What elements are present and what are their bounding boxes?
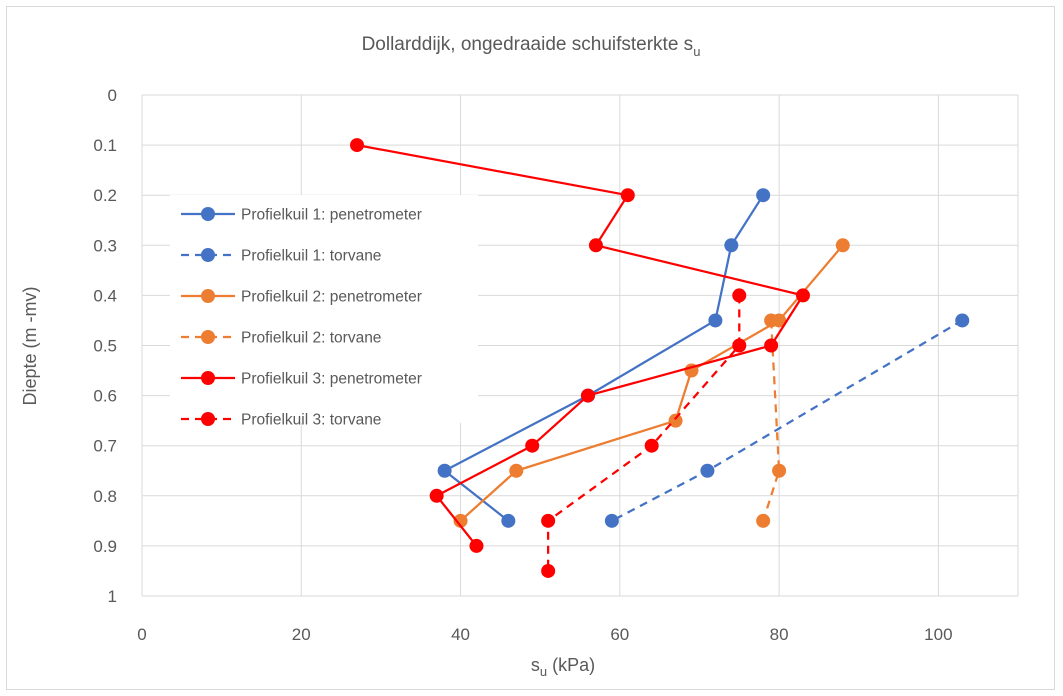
- data-point: [668, 413, 683, 428]
- y-tick-label: 0: [108, 86, 117, 105]
- legend: Profielkuil 1: penetrometer Profielkuil 1…: [170, 195, 478, 429]
- series-4: [756, 313, 787, 528]
- data-point: [756, 188, 771, 203]
- data-point: [501, 513, 516, 528]
- x-axis-title: su (kPa): [531, 655, 595, 679]
- y-tick-label: 1: [108, 587, 117, 606]
- y-tick-label: 0.9: [93, 537, 117, 556]
- legend-entry: Profielkuil 3: torvane: [181, 412, 381, 429]
- data-point: [509, 463, 524, 478]
- x-axis-ticks: 0 20 40 60 80 100: [137, 625, 952, 644]
- data-point: [429, 488, 444, 503]
- data-point: [541, 563, 556, 578]
- data-point: [756, 513, 771, 528]
- data-point: [708, 313, 723, 328]
- series-3: [453, 238, 850, 528]
- data-point: [453, 513, 468, 528]
- y-tick-label: 0.3: [93, 236, 117, 255]
- data-point: [795, 288, 810, 303]
- data-point: [764, 313, 779, 328]
- data-point: [764, 338, 779, 353]
- legend-marker: [201, 371, 215, 385]
- data-point: [732, 338, 747, 353]
- x-tick-label: 20: [292, 625, 311, 644]
- legend-entry: Profielkuil 3: penetrometer: [181, 371, 422, 388]
- series-line: [547, 295, 741, 571]
- legend-entry: Profielkuil 1: torvane: [181, 248, 381, 265]
- legend-label: Profielkuil 2: torvane: [241, 330, 381, 347]
- y-tick-label: 0.8: [93, 487, 117, 506]
- data-point: [620, 188, 635, 203]
- data-point: [732, 288, 747, 303]
- series-5: [350, 138, 810, 553]
- y-tick-label: 0.4: [93, 286, 117, 305]
- legend-background: [170, 195, 478, 423]
- y-axis-ticks: 0 0.1 0.2 0.3 0.4 0.5 0.6 0.7 0.8 0.9 1: [93, 86, 117, 606]
- series-1: [437, 188, 771, 528]
- series-line: [443, 194, 765, 522]
- data-point: [588, 238, 603, 253]
- data-point: [955, 313, 970, 328]
- legend-marker: [201, 330, 215, 344]
- x-tick-label: 40: [451, 625, 470, 644]
- y-tick-label: 0.1: [93, 136, 117, 155]
- y-tick-label: 0.2: [93, 186, 117, 205]
- series-line: [762, 320, 781, 522]
- data-point: [525, 438, 540, 453]
- x-tick-label: 0: [137, 625, 146, 644]
- data-point: [724, 238, 739, 253]
- data-point: [437, 463, 452, 478]
- legend-label: Profielkuil 2: penetrometer: [241, 289, 422, 306]
- data-point: [350, 138, 365, 153]
- legend-label: Profielkuil 3: torvane: [241, 412, 381, 429]
- data-point: [580, 388, 595, 403]
- series-2: [604, 313, 970, 528]
- data-point: [604, 513, 619, 528]
- data-point: [700, 463, 715, 478]
- legend-entry: Profielkuil 2: penetrometer: [181, 289, 422, 306]
- legend-entry: Profielkuil 2: torvane: [181, 330, 381, 347]
- legend-marker: [201, 207, 215, 221]
- grid: [141, 94, 1019, 597]
- x-tick-label: 100: [924, 625, 952, 644]
- series-layer: [350, 138, 970, 578]
- data-point: [835, 238, 850, 253]
- series-6: [541, 288, 747, 578]
- y-axis-title: Diepte (m -mv): [20, 286, 40, 405]
- data-point: [469, 538, 484, 553]
- data-point: [644, 438, 659, 453]
- series-line: [459, 244, 844, 522]
- legend-entry: Profielkuil 1: penetrometer: [181, 207, 422, 224]
- legend-marker: [201, 412, 215, 426]
- x-tick-label: 60: [610, 625, 629, 644]
- legend-marker: [201, 248, 215, 262]
- legend-marker: [201, 289, 215, 303]
- chart-title: Dollarddijk, ongedraaide schuifsterkte s…: [362, 34, 701, 59]
- data-point: [772, 463, 787, 478]
- x-tick-label: 80: [770, 625, 789, 644]
- y-tick-label: 0.6: [93, 387, 117, 406]
- legend-label: Profielkuil 1: penetrometer: [241, 207, 422, 224]
- data-point: [541, 513, 556, 528]
- legend-label: Profielkuil 3: penetrometer: [241, 371, 422, 388]
- y-tick-label: 0.7: [93, 437, 117, 456]
- legend-label: Profielkuil 1: torvane: [241, 248, 381, 265]
- y-tick-label: 0.5: [93, 337, 117, 356]
